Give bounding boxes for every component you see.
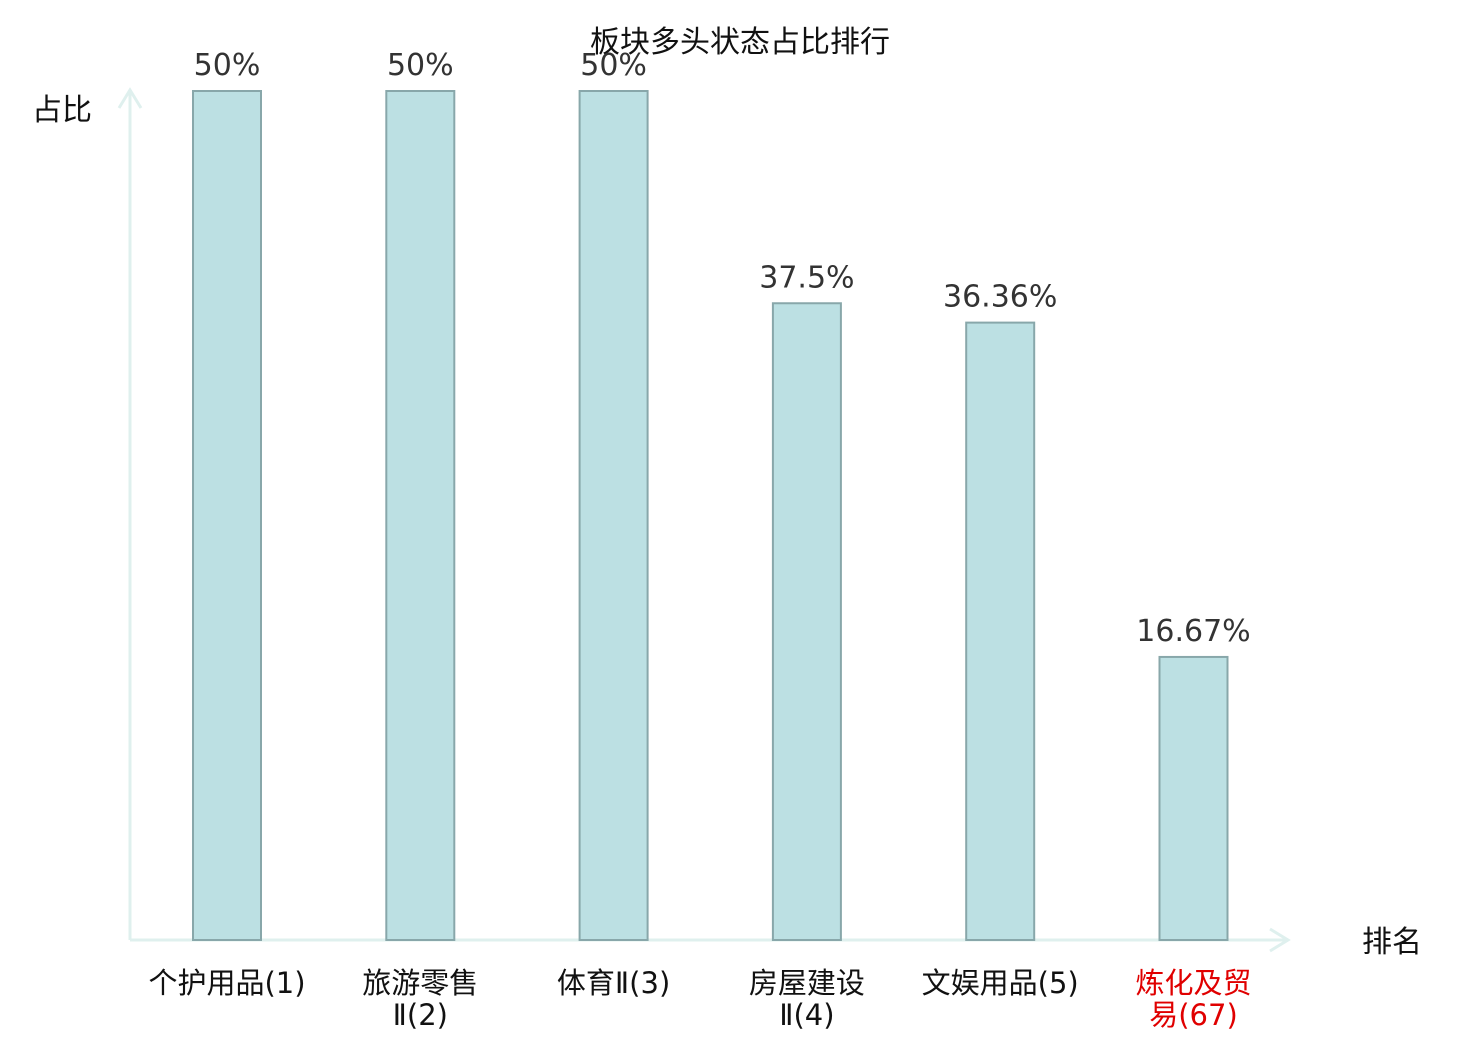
bar-2 [385,90,456,941]
x-tick-label-4-line-2: Ⅱ(4) [779,998,834,1032]
value-labels-group: 50% 50% 50% 37.5% 36.36% 16.67% [194,48,1251,649]
value-label-6: 16.67% [1136,614,1250,649]
x-tick-label-6-line-2: 易(67) [1149,998,1238,1032]
y-axis-arrow [117,87,143,109]
value-label-4: 37.5% [759,260,854,295]
chart-title: 板块多头状态占比排行 [590,25,890,60]
x-axis-label: 排名 [1362,925,1422,960]
x-tick-label-2-line-1: 旅游零售 [362,966,478,1000]
value-label-5: 36.36% [943,280,1057,315]
value-label-3: 50% [580,48,647,83]
bar-1 [192,90,262,941]
axes [117,87,1291,953]
x-tick-label-4-line-1: 房屋建设 [749,966,865,1000]
bar-6 [1158,655,1229,942]
bar-5 [965,321,1036,942]
bars-group [192,90,1229,942]
bar-4 [771,302,842,941]
x-tick-label-3: 体育Ⅱ(3) [557,966,670,1000]
x-tick-label-2-line-2: Ⅱ(2) [393,998,448,1032]
bar-3 [578,90,649,941]
value-label-2: 50% [387,48,454,83]
x-axis-arrow [1269,927,1291,953]
x-tick-label-5: 文娱用品(5) [922,966,1079,1000]
x-tick-label-1: 个护用品(1) [148,966,305,1000]
x-tick-label-6-line-1: 炼化及贸 [1135,966,1251,1000]
y-axis-label: 占比 [32,93,92,128]
value-label-1: 50% [194,48,261,83]
